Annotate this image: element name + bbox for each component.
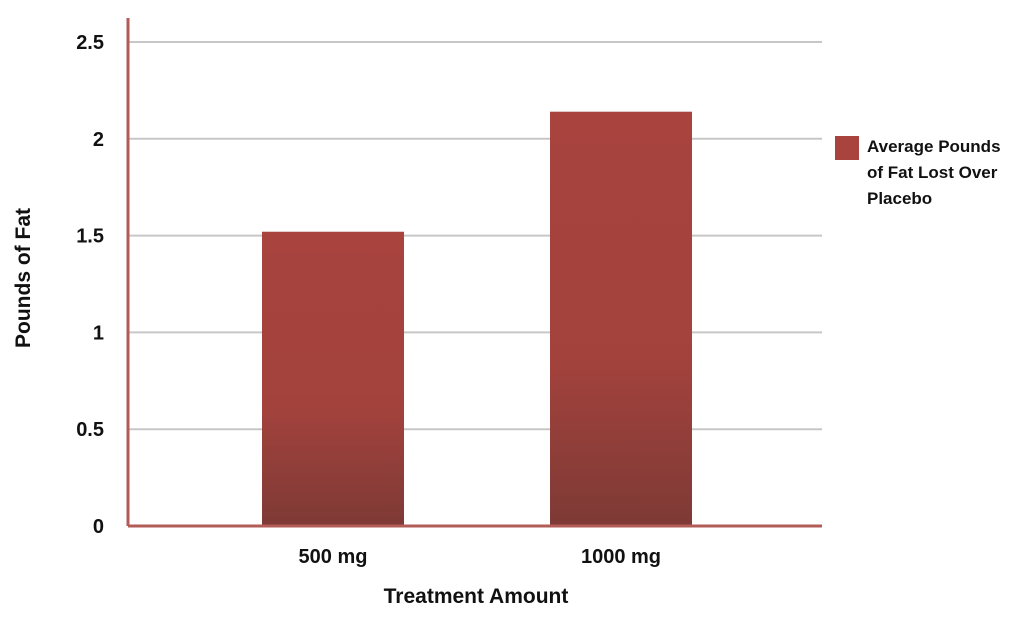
y-tick-label: 0.5	[76, 419, 104, 441]
legend: Average Pounds of Fat Lost Over Placebo	[835, 136, 1001, 208]
legend-label-line-2: of Fat Lost Over	[867, 163, 998, 182]
y-tick-label: 2.5	[76, 32, 104, 54]
x-tick-labels: 500 mg 1000 mg	[299, 546, 662, 568]
y-axis-title: Pounds of Fat	[12, 208, 35, 348]
bar-500-mg	[262, 231, 404, 526]
bars	[262, 111, 692, 527]
legend-label-line-3: Placebo	[867, 189, 932, 208]
axes	[126, 18, 822, 528]
x-tick-label: 1000 mg	[581, 546, 661, 568]
gridlines	[128, 41, 822, 431]
x-tick-label: 500 mg	[299, 546, 368, 568]
y-tick-labels: 0 0.5 1 1.5 2 2.5	[76, 32, 104, 538]
y-tick-label: 2	[93, 129, 104, 151]
x-axis-title: Treatment Amount	[384, 585, 569, 608]
y-tick-label: 1.5	[76, 226, 104, 248]
y-tick-label: 0	[93, 516, 104, 538]
bar-1000-mg	[550, 111, 692, 527]
y-tick-label: 1	[93, 322, 104, 344]
legend-swatch	[835, 136, 859, 160]
legend-label-line-1: Average Pounds	[867, 137, 1001, 156]
